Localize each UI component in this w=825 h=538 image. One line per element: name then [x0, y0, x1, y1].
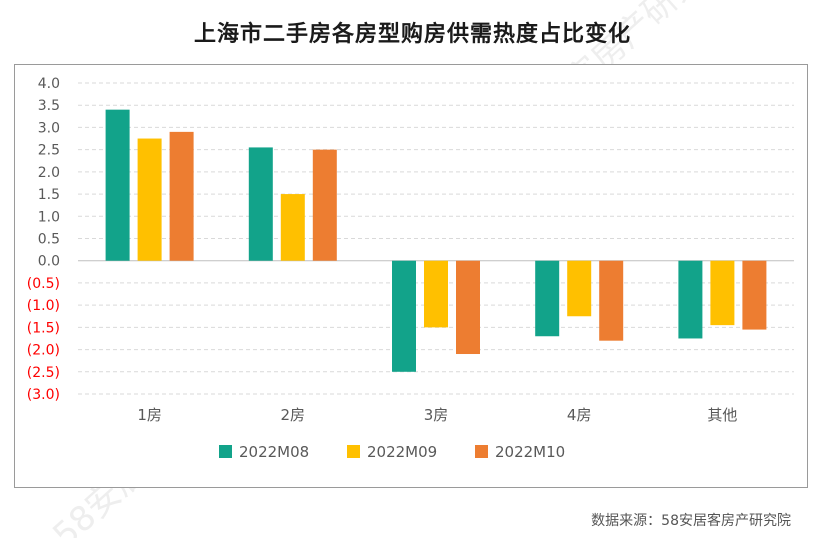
y-tick-label: (1.0) — [27, 298, 60, 314]
bar-2022M10 — [169, 131, 194, 261]
y-tick-label: (1.5) — [27, 320, 60, 336]
y-tick-label: 1.5 — [38, 187, 60, 203]
y-tick-label: 3.0 — [38, 120, 60, 136]
data-source: 数据来源：58安居客房产研究院 — [591, 513, 791, 529]
y-tick-label: (3.0) — [27, 387, 60, 403]
y-tick-label: 0.0 — [38, 254, 60, 270]
y-tick-label: 1.0 — [38, 209, 60, 225]
y-tick-label: 2.5 — [38, 143, 60, 159]
y-tick-label: 3.5 — [38, 98, 60, 114]
bar-2022M08 — [248, 147, 273, 261]
legend-swatch — [219, 445, 232, 458]
x-tick-label: 其他 — [707, 406, 737, 424]
x-tick-label: 4房 — [567, 406, 592, 424]
y-tick-label: 0.5 — [38, 232, 60, 248]
x-tick-label: 1房 — [137, 406, 162, 424]
legend-swatch — [475, 445, 488, 458]
bar-chart: 4.0 3.5 3.0 2.5 2.0 1.5 1.0 0.5 0.0 (0.5) (1.0) (1.… — [27, 76, 794, 461]
y-tick-label: (2.0) — [27, 343, 60, 359]
legend-swatch — [347, 445, 360, 458]
legend-label: 2022M09 — [367, 443, 437, 461]
bar-2022M08 — [535, 260, 560, 337]
y-tick-label: (0.5) — [27, 276, 60, 292]
chart-title: 上海市二手房各房型购房供需热度占比变化 — [193, 22, 631, 47]
legend-label: 2022M10 — [495, 443, 565, 461]
bar-2022M10 — [312, 149, 337, 261]
y-tick-label: (2.5) — [27, 365, 60, 381]
bar-2022M09 — [710, 260, 735, 326]
bar-2022M10 — [456, 260, 480, 355]
bar-2022M09 — [280, 194, 305, 261]
x-tick-label: 3房 — [424, 406, 449, 424]
bar-2022M08 — [392, 260, 416, 372]
x-tick-label: 2房 — [281, 406, 306, 424]
bar-2022M10 — [742, 260, 767, 330]
legend-label: 2022M08 — [239, 443, 309, 461]
bar-2022M09 — [137, 138, 162, 261]
y-tick-label: 2.0 — [38, 165, 60, 181]
bar-2022M09 — [567, 260, 592, 317]
bar-2022M09 — [424, 260, 448, 328]
y-tick-label: 4.0 — [38, 76, 60, 92]
bar-2022M08 — [105, 109, 130, 261]
bar-2022M08 — [678, 260, 703, 339]
bar-2022M10 — [599, 260, 624, 341]
